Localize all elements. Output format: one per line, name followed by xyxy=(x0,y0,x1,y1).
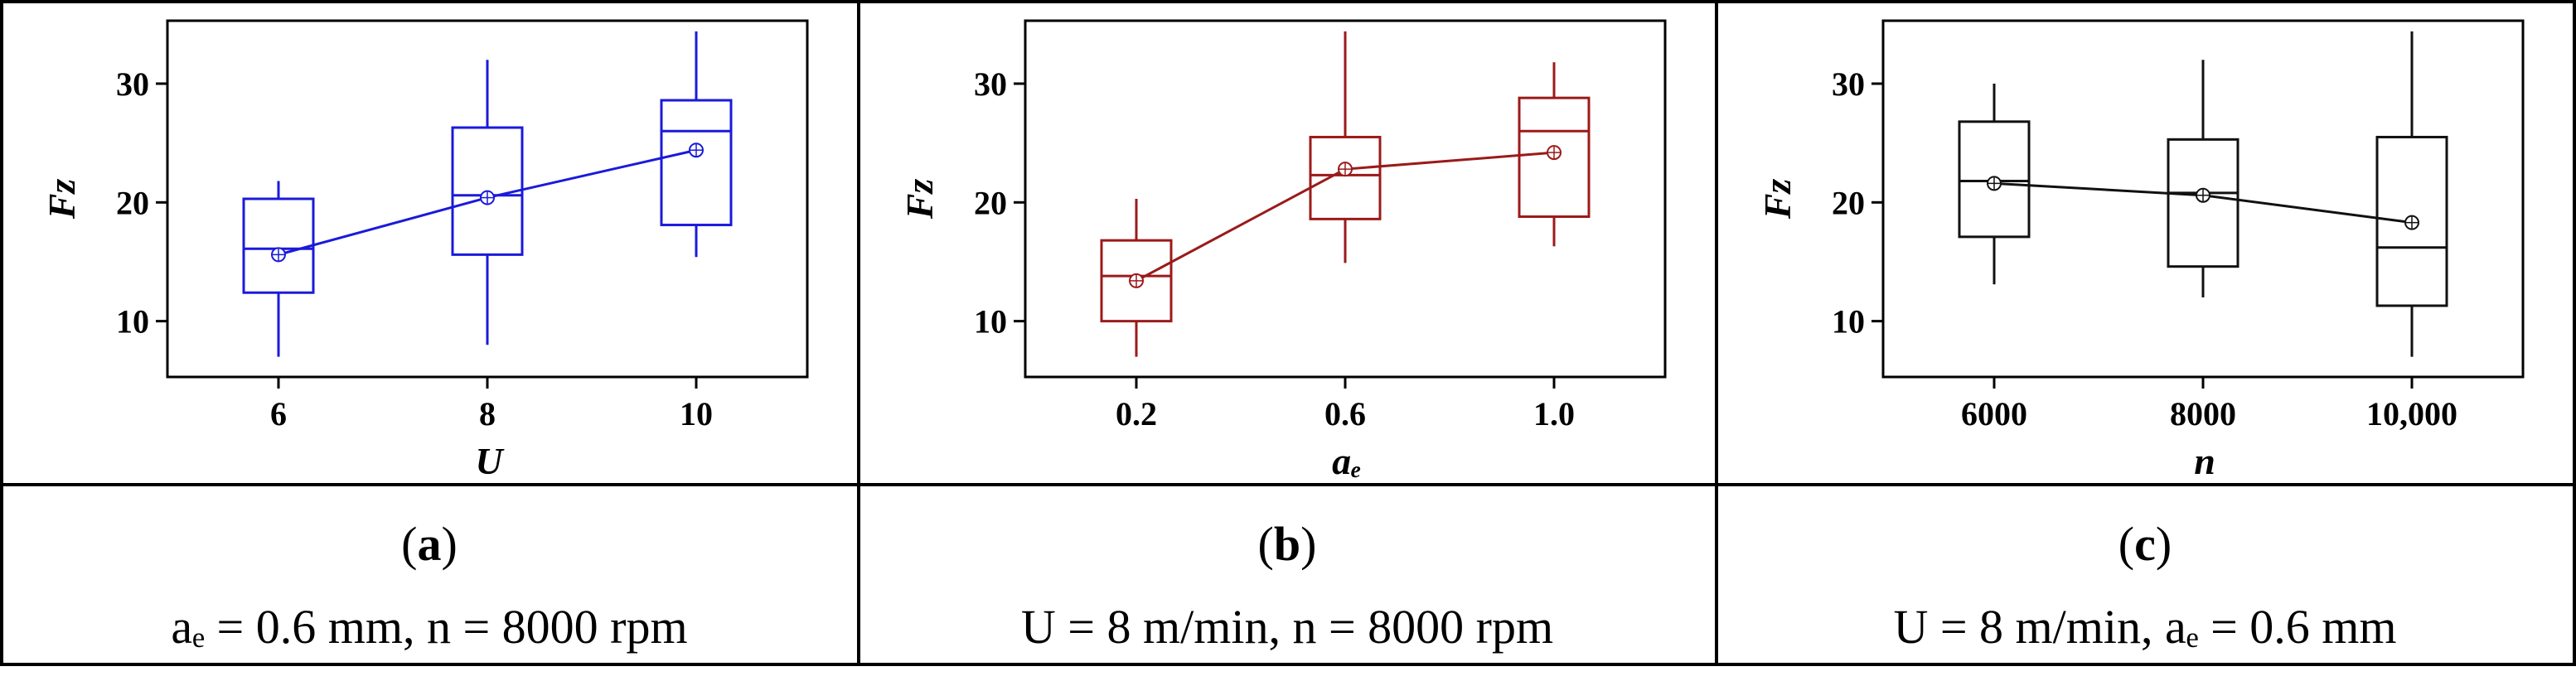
x-tick-label-c: 6000 xyxy=(1961,395,2027,432)
x-tick-label-b: 0.2 xyxy=(1116,395,1157,432)
box-iqr xyxy=(1518,96,1591,218)
y-axis-label-c: Fz xyxy=(1756,179,1799,220)
y-axis-label-c-text: Fz xyxy=(1756,179,1799,220)
table-border xyxy=(0,0,2576,666)
condition-b: U = 8 m/min, n = 8000 rpm xyxy=(1021,600,1553,654)
panel-letter-c: c xyxy=(2134,517,2156,571)
box-iqr xyxy=(1309,135,1382,220)
box-iqr xyxy=(242,197,315,294)
y-ticks-a: 10 20 30 xyxy=(116,65,167,340)
y-tick-label-a: 10 xyxy=(116,303,149,340)
panel-label-a: (a) xyxy=(401,517,458,571)
boxes-a xyxy=(242,31,733,357)
mean-marker xyxy=(689,142,704,158)
y-tick-label-c: 10 xyxy=(1832,303,1865,340)
mean-marker xyxy=(2404,215,2419,230)
mean-marker xyxy=(2196,187,2210,203)
box-iqr xyxy=(2167,138,2239,268)
x-axis-label-b: aₑ xyxy=(1332,440,1362,482)
condition-a: aₑ = 0.6 mm, n = 8000 rpm xyxy=(171,600,687,654)
panel-label-b: (b) xyxy=(1258,517,1317,571)
x-tick-label-b: 1.0 xyxy=(1533,395,1575,432)
y-tick-label-b: 20 xyxy=(974,184,1007,221)
boxes-c xyxy=(1958,31,2448,357)
box-iqr xyxy=(660,99,733,227)
panel-b: 10 20 30 0.2 0.6 1.0 Fz aₑ (b) U = 8 m/min, … xyxy=(898,19,1667,654)
panel-c: 10 20 30 6000 8000 10,000 Fz n (c) U = 8 m/m… xyxy=(1756,19,2525,654)
x-axis-label-a: U xyxy=(475,440,505,482)
box-a-2 xyxy=(451,60,524,345)
y-axis-label-a: Fz xyxy=(41,179,83,220)
y-ticks-b: 10 20 30 xyxy=(974,65,1025,340)
mean-marker xyxy=(1987,176,2002,191)
x-axis-label-b-text: aₑ xyxy=(1332,440,1362,482)
box-iqr xyxy=(1100,239,1173,323)
y-axis-label-a-text: Fz xyxy=(41,179,83,220)
y-tick-label-a: 20 xyxy=(116,184,149,221)
y-axis-label-b-text: Fz xyxy=(898,179,941,220)
x-axis-label-a-text: U xyxy=(475,440,505,482)
panel-label-c: (c) xyxy=(2118,517,2172,571)
y-tick-label-c: 20 xyxy=(1832,184,1865,221)
mean-marker xyxy=(271,247,286,263)
box-iqr xyxy=(2375,135,2448,307)
x-tick-label-a: 8 xyxy=(479,395,496,432)
y-tick-label-c: 30 xyxy=(1832,65,1865,103)
mean-marker xyxy=(1547,145,1562,161)
x-tick-label-c: 8000 xyxy=(2170,395,2236,432)
x-ticks-b: 0.2 0.6 1.0 xyxy=(1116,377,1575,432)
box-c-2 xyxy=(2167,60,2239,297)
y-tick-label-b: 10 xyxy=(974,303,1007,340)
x-tick-label-a: 6 xyxy=(270,395,287,432)
y-axis-label-b: Fz xyxy=(898,179,941,220)
mean-line-c xyxy=(1987,176,2419,230)
x-ticks-a: 6 8 10 xyxy=(270,377,713,432)
mean-line-b xyxy=(1129,145,1562,288)
x-tick-label-b: 0.6 xyxy=(1324,395,1366,432)
box-iqr xyxy=(1958,120,2031,239)
x-ticks-c: 6000 8000 10,000 xyxy=(1961,377,2457,432)
boxes-b xyxy=(1100,31,1591,357)
y-tick-label-a: 30 xyxy=(116,65,149,103)
mean-marker xyxy=(480,190,495,205)
mean-marker xyxy=(1338,162,1353,177)
y-ticks-c: 10 20 30 xyxy=(1832,65,1883,340)
condition-c: U = 8 m/min, aₑ = 0.6 mm xyxy=(1893,600,2396,654)
box-b-3 xyxy=(1518,62,1591,247)
x-axis-label-c: n xyxy=(2194,440,2215,482)
x-axis-label-c-text: n xyxy=(2194,440,2215,482)
x-tick-label-a: 10 xyxy=(680,395,713,432)
box-b-2 xyxy=(1309,31,1382,263)
mean-marker xyxy=(1129,273,1144,288)
panel-letter-b: b xyxy=(1274,517,1300,571)
panel-letter-a: a xyxy=(418,517,442,571)
x-tick-label-c: 10,000 xyxy=(2366,395,2457,432)
panel-a: 10 20 30 6 8 10 Fz U (a) aₑ = 0.6 mm, n = 80… xyxy=(41,19,809,654)
box-c-3 xyxy=(2375,31,2448,357)
mean-line-a xyxy=(271,142,704,263)
y-tick-label-b: 30 xyxy=(974,65,1007,103)
box-a-3 xyxy=(660,31,733,258)
box-iqr xyxy=(451,126,524,256)
box-a-1 xyxy=(242,181,315,357)
